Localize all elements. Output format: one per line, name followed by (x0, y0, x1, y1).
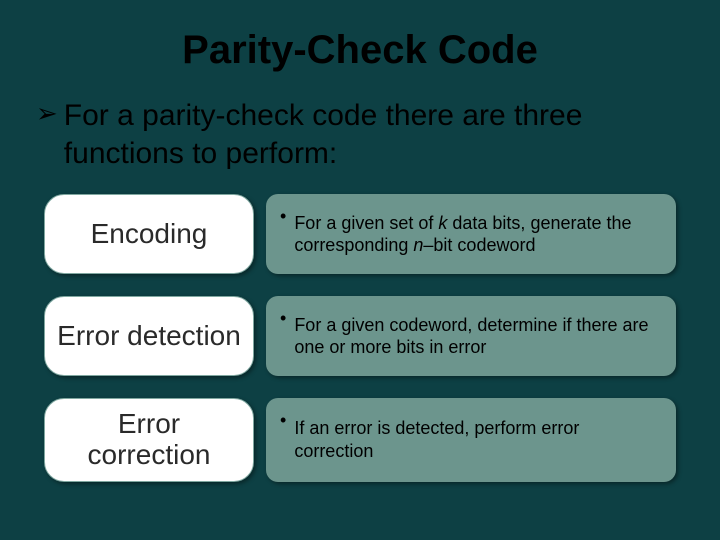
function-row: Error detection • For a given codeword, … (44, 296, 676, 376)
bullet-icon: • (280, 410, 286, 431)
row-description-text: For a given set of k data bits, generate… (294, 212, 662, 257)
function-row: Error correction • If an error is detect… (44, 398, 676, 482)
intro-block: ➢ For a parity-check code there are thre… (36, 97, 684, 172)
desc-ital: n (413, 235, 423, 255)
row-description: • For a given codeword, determine if the… (266, 296, 676, 376)
bullet-icon: • (280, 308, 286, 329)
intro-text: For a parity-check code there are three … (64, 97, 583, 172)
row-label: Encoding (44, 194, 254, 274)
row-description-text: If an error is detected, perform error c… (294, 417, 662, 462)
slide: Parity-Check Code ➢ For a parity-check c… (0, 0, 720, 540)
row-label: Error detection (44, 296, 254, 376)
desc-part: –bit codeword (423, 235, 535, 255)
function-row: Encoding • For a given set of k data bit… (44, 194, 676, 274)
row-description-text: For a given codeword, determine if there… (294, 314, 662, 359)
slide-title: Parity-Check Code (36, 28, 684, 73)
arrow-bullet-icon: ➢ (36, 97, 58, 130)
desc-part: For a given set of (294, 213, 438, 233)
function-rows: Encoding • For a given set of k data bit… (36, 194, 684, 482)
row-description: • For a given set of k data bits, genera… (266, 194, 676, 274)
row-label: Error correction (44, 398, 254, 482)
desc-part: For a given codeword, determine if there… (294, 315, 648, 358)
bullet-icon: • (280, 206, 286, 227)
intro-line2: functions to perform: (64, 135, 583, 173)
desc-part: If an error is detected, perform error c… (294, 418, 579, 461)
intro-line1: For a parity-check code there are three (64, 99, 583, 132)
row-description: • If an error is detected, perform error… (266, 398, 676, 482)
